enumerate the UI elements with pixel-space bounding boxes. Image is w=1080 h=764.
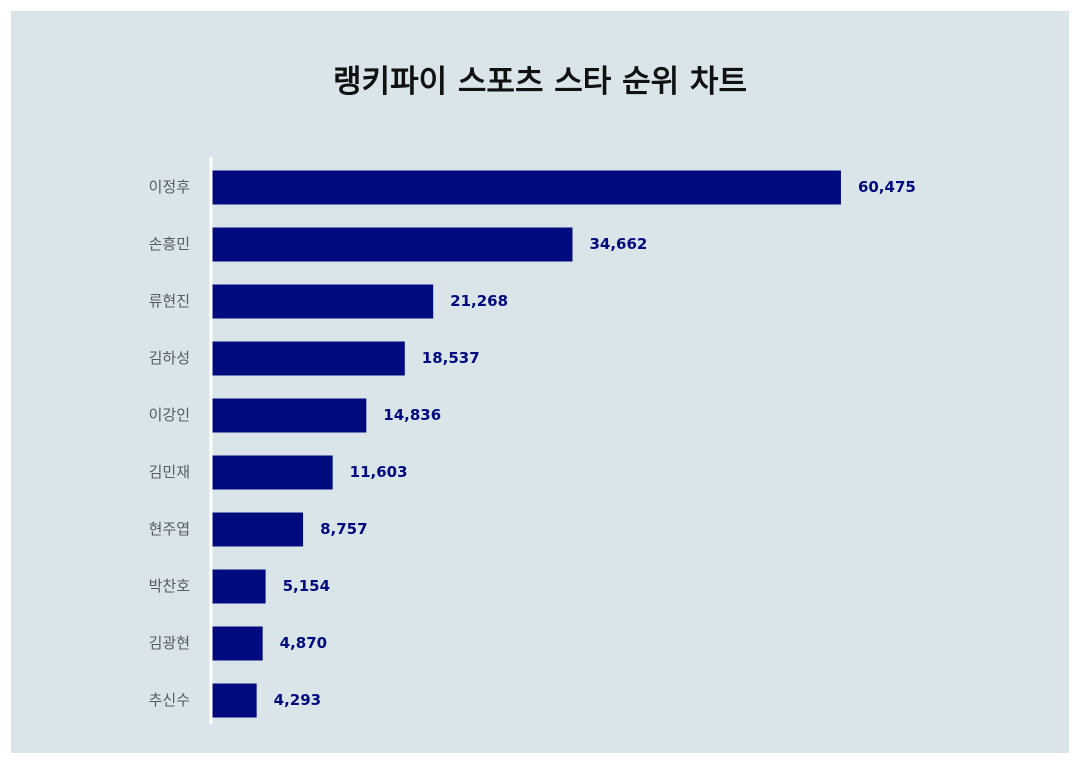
category-label: 추신수 bbox=[149, 691, 190, 709]
value-label: 4,293 bbox=[274, 691, 321, 709]
bar bbox=[212, 170, 841, 205]
value-label: 21,268 bbox=[450, 292, 508, 310]
chart-background bbox=[11, 11, 1069, 753]
bar bbox=[212, 398, 367, 433]
bar bbox=[212, 455, 333, 490]
value-label: 34,662 bbox=[589, 235, 647, 253]
bar bbox=[212, 626, 263, 661]
category-label: 류현진 bbox=[149, 292, 190, 310]
value-label: 14,836 bbox=[383, 406, 441, 424]
bar bbox=[212, 512, 304, 547]
value-label: 11,603 bbox=[350, 463, 408, 481]
value-label: 18,537 bbox=[422, 349, 480, 367]
value-label: 8,757 bbox=[320, 520, 367, 538]
bar bbox=[212, 683, 257, 718]
category-label: 김민재 bbox=[149, 463, 190, 481]
chart-title: 랭키파이 스포츠 스타 순위 차트 bbox=[333, 64, 747, 100]
category-label: 이강인 bbox=[149, 406, 190, 424]
value-label: 60,475 bbox=[858, 178, 916, 196]
category-label: 박찬호 bbox=[149, 577, 191, 595]
category-label: 이정후 bbox=[149, 178, 191, 196]
bar bbox=[212, 284, 434, 319]
bar bbox=[212, 341, 405, 376]
bar bbox=[212, 569, 266, 604]
value-label: 5,154 bbox=[283, 577, 330, 595]
bar bbox=[212, 227, 573, 262]
category-label: 김광현 bbox=[149, 634, 190, 652]
category-label: 현주엽 bbox=[149, 520, 190, 538]
value-label: 4,870 bbox=[280, 634, 327, 652]
category-label: 손흥민 bbox=[149, 235, 190, 253]
category-label: 김하성 bbox=[149, 349, 190, 367]
